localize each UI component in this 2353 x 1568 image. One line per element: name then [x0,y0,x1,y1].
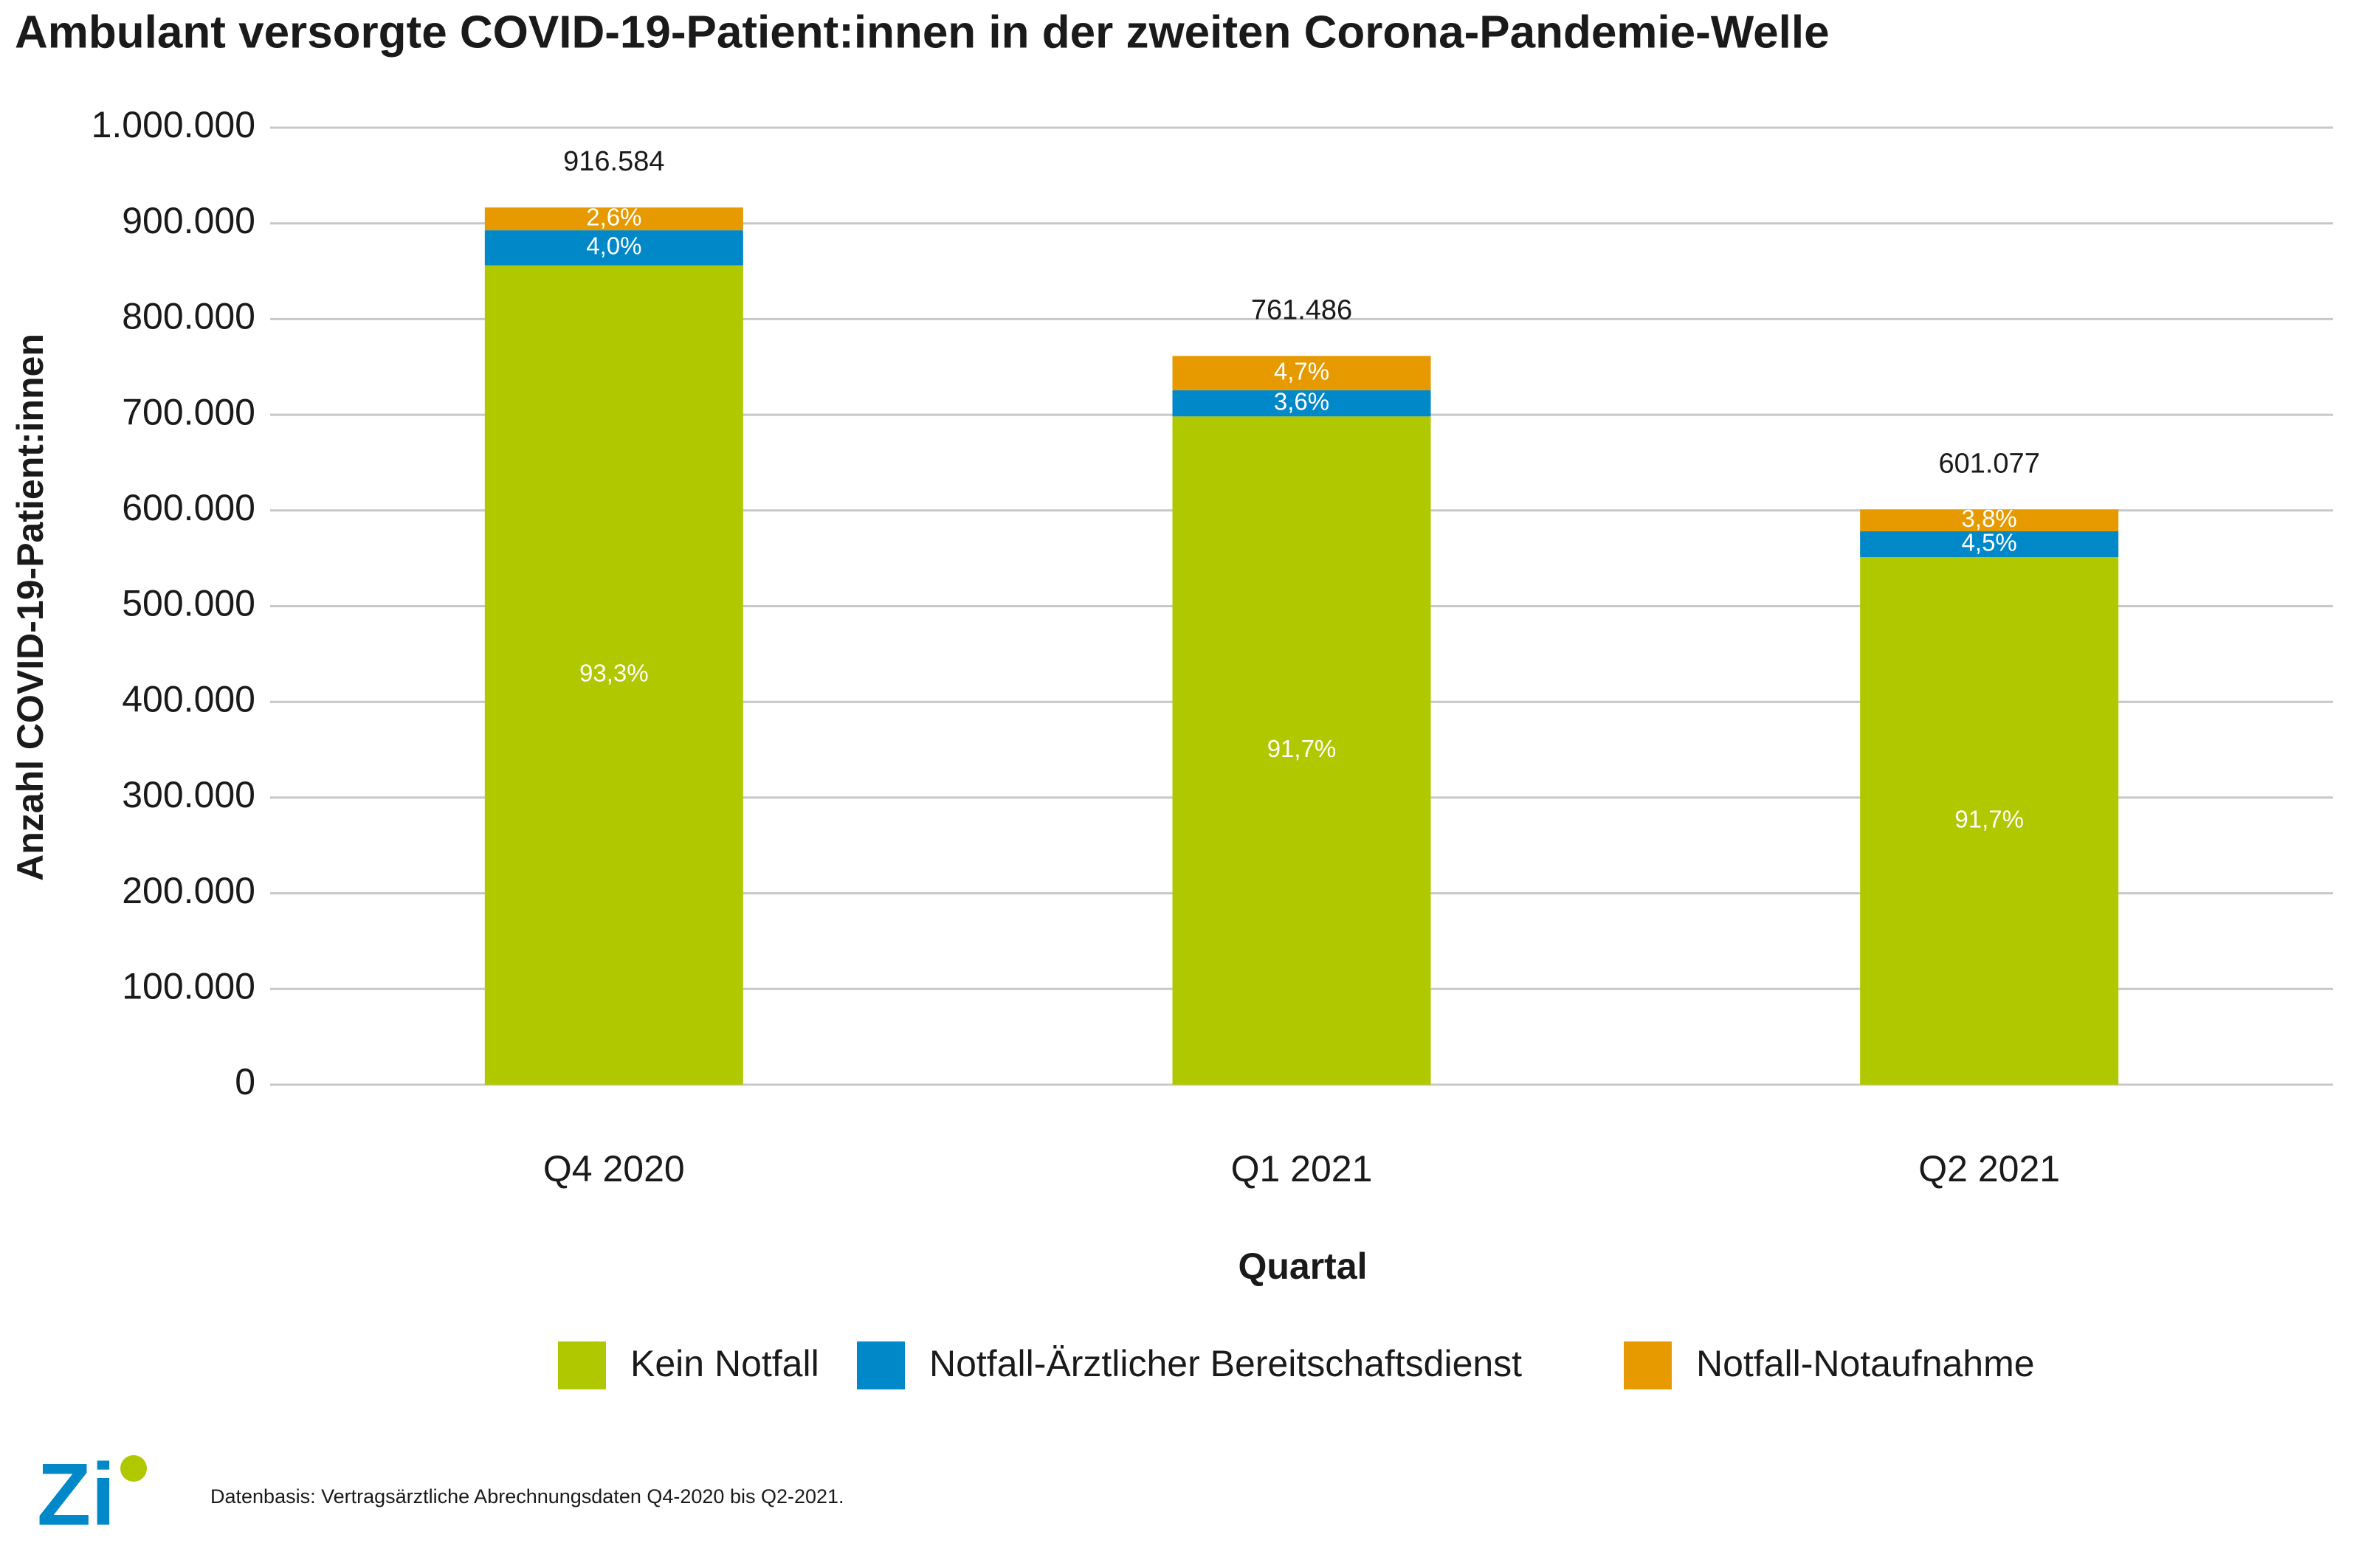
bar-segment [1172,390,1431,417]
bar-segment [484,207,743,231]
y-tick-label: 800.000 [122,296,255,337]
segment-label: 4,5% [1962,528,2017,556]
bar-segment [1172,356,1431,390]
total-label: 916.584 [563,146,664,177]
logo: Zi [37,1446,116,1544]
y-tick-label: 100.000 [122,966,255,1007]
bar-segment [1860,531,2119,558]
segment-label: 2,6% [586,203,641,230]
y-tick-label: 400.000 [122,678,255,719]
x-tick-label: Q1 2021 [1231,1148,1373,1189]
total-label: 601.077 [1938,448,2039,479]
y-tick-label: 200.000 [122,870,255,911]
x-tick-label: Q4 2020 [543,1148,685,1189]
segment-label: 4,7% [1274,357,1329,384]
total-label: 761.486 [1251,294,1352,325]
segment-label: 93,3% [579,660,649,687]
bar-segment [1860,509,2119,532]
chart-title: Ambulant versorgte COVID-19-Patient:inne… [15,7,1830,58]
y-tick-label: 900.000 [122,200,255,241]
bar-segment [484,230,743,266]
legend-label: Notfall-Notaufnahme [1696,1343,2035,1384]
segment-label: 3,6% [1274,387,1329,415]
y-tick-label: 0 [235,1061,255,1102]
logo-dot [120,1455,147,1482]
legend-label: Notfall-Ärztlicher Bereitschaftsdienst [929,1343,1522,1384]
y-tick-label: 500.000 [122,583,255,624]
y-tick-label: 1.000.000 [92,104,255,145]
legend-swatch [558,1341,606,1389]
legend-swatch [1624,1341,1672,1389]
segment-label: 91,7% [1954,805,2024,832]
y-axis-title: Anzahl COVID-19-Patient:innen [10,334,51,881]
x-axis-title: Quartal [1238,1246,1367,1287]
legend-swatch [857,1341,905,1389]
y-tick-label: 700.000 [122,391,255,432]
source-note: Datenbasis: Vertragsärztliche Abrechnung… [210,1485,844,1507]
x-tick-label: Q2 2021 [1918,1148,2060,1189]
segment-label: 91,7% [1267,735,1337,762]
y-tick-label: 600.000 [122,487,255,528]
bar-segment [484,265,743,1085]
bar-segment [1860,557,2119,1085]
segment-label: 3,8% [1962,505,2017,532]
bar-segment [1172,416,1431,1085]
segment-label: 4,0% [586,232,641,260]
y-tick-label: 300.000 [122,774,255,815]
legend-label: Kein Notfall [630,1343,819,1384]
